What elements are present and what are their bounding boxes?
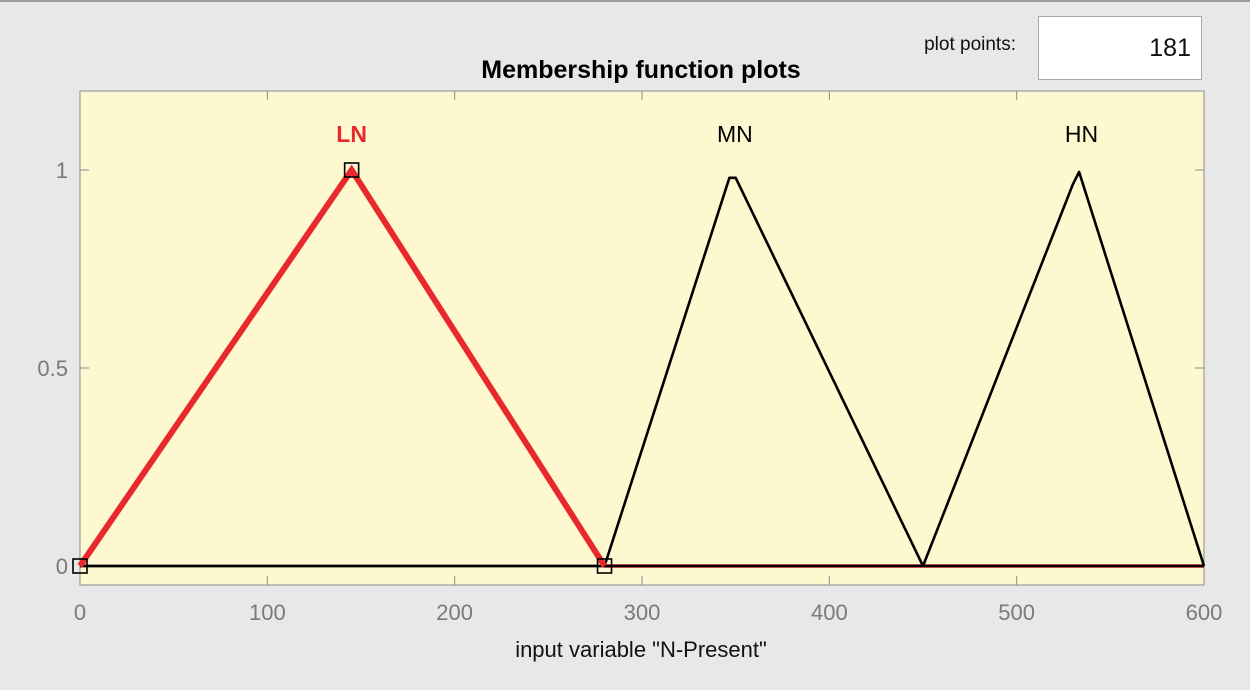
x-tick-label: 300	[624, 600, 661, 625]
plot-points-input[interactable]	[1038, 16, 1202, 80]
x-tick-label: 200	[436, 600, 473, 625]
axis-ticks: 0 100 200 300 400 500 600 0 0.5 1	[37, 91, 1222, 625]
mf-handle[interactable]	[72, 558, 88, 574]
mf-labels: MN HN LN	[336, 121, 1098, 147]
x-tick-label: 500	[998, 600, 1035, 625]
y-tick-label: 0.5	[37, 356, 68, 381]
mf-curve-mn[interactable]	[603, 176, 925, 567]
chart-title: Membership function plots	[481, 56, 800, 84]
mf-curves	[72, 162, 1206, 574]
x-tick-label: 100	[249, 600, 286, 625]
mf-label-mn[interactable]: MN	[717, 121, 753, 147]
plot-area[interactable]	[79, 90, 1205, 586]
x-tick-label: 0	[74, 600, 86, 625]
window-top-border	[0, 0, 1250, 2]
x-tick-label: 400	[811, 600, 848, 625]
mf-curve-hn[interactable]	[921, 170, 1206, 567]
mf-handle[interactable]	[343, 162, 360, 178]
x-axis-label: input variable "N-Present"	[515, 637, 767, 662]
plot-points-label: plot points:	[924, 34, 1016, 55]
mf-handle[interactable]	[596, 558, 613, 574]
x-tick-label: 600	[1186, 600, 1223, 625]
mf-label-hn[interactable]: HN	[1065, 121, 1098, 147]
mf-label-ln[interactable]: LN	[336, 121, 367, 147]
y-tick-label: 1	[56, 158, 68, 183]
mf-curve-ln[interactable]	[77, 164, 608, 568]
y-tick-label: 0	[56, 554, 68, 579]
